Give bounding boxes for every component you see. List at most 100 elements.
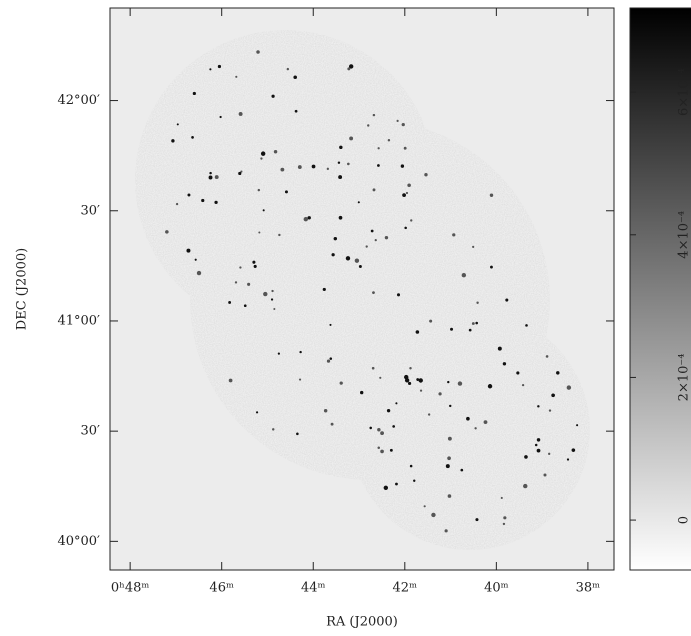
source (551, 393, 555, 398)
source (377, 428, 381, 432)
source (370, 229, 374, 233)
source (257, 188, 261, 192)
source (431, 512, 436, 518)
source (238, 112, 243, 116)
source (383, 485, 389, 490)
source (545, 355, 549, 358)
source (372, 113, 376, 117)
source (371, 366, 375, 370)
source (238, 171, 242, 176)
source (201, 198, 205, 203)
source (471, 322, 475, 325)
y-axis-label: DEC (J2000) (15, 248, 30, 330)
source (165, 230, 169, 234)
source (576, 424, 579, 427)
x-tick-label: 44ᵐ (301, 581, 326, 596)
source (209, 171, 212, 175)
source (405, 191, 409, 195)
source (475, 518, 479, 522)
source (294, 109, 298, 113)
source (262, 209, 265, 212)
source (296, 432, 299, 436)
source (298, 378, 302, 381)
source (396, 293, 401, 297)
sources (165, 50, 579, 533)
field-noise (135, 30, 590, 550)
source (329, 357, 333, 360)
source (384, 235, 389, 240)
source (217, 64, 222, 69)
source (389, 448, 393, 452)
y-tick-label: 30′ (81, 203, 101, 218)
source (418, 378, 423, 383)
source (395, 402, 398, 405)
source (447, 436, 452, 441)
source (505, 298, 509, 302)
source (377, 164, 380, 167)
source (396, 119, 399, 123)
source (326, 167, 329, 170)
source (235, 75, 238, 78)
source (280, 167, 285, 172)
source (548, 452, 551, 456)
source (423, 505, 426, 508)
source (409, 464, 413, 468)
source (278, 233, 281, 237)
source (502, 522, 506, 526)
source (333, 236, 338, 241)
source (277, 352, 280, 355)
source (503, 516, 507, 520)
source (293, 75, 297, 80)
source (476, 301, 479, 304)
source (447, 494, 452, 498)
source (427, 413, 431, 416)
source (271, 94, 275, 98)
source (392, 425, 396, 428)
source (338, 215, 343, 220)
source (322, 287, 326, 292)
source (372, 188, 376, 192)
source (489, 193, 494, 197)
source (395, 482, 398, 486)
source (468, 328, 472, 332)
source (374, 239, 377, 242)
source (176, 123, 179, 126)
source (534, 443, 538, 447)
source (372, 291, 375, 295)
source (536, 448, 541, 453)
source (331, 253, 335, 257)
source (286, 67, 290, 71)
source (303, 216, 308, 222)
source (358, 265, 362, 269)
source (407, 381, 412, 386)
source (171, 139, 175, 143)
source (329, 323, 332, 326)
colorbar (629, 7, 691, 571)
source (273, 307, 276, 310)
x-tick-label: 0ʰ48ᵐ (111, 581, 149, 596)
y-tick-label: 30′ (81, 424, 101, 439)
source (556, 371, 560, 375)
source (192, 91, 196, 96)
source (239, 266, 242, 269)
source (360, 390, 364, 395)
source (490, 265, 493, 269)
source (345, 256, 351, 261)
source (407, 183, 411, 188)
source (367, 124, 370, 127)
source (536, 438, 541, 442)
source (543, 473, 547, 477)
source (243, 304, 247, 308)
source (566, 385, 572, 390)
colorbar-tick-label: 0 (677, 516, 691, 524)
source (416, 378, 420, 381)
source (500, 496, 503, 500)
source (377, 446, 380, 450)
y-tick-label: 42°00′ (57, 93, 100, 108)
source (537, 405, 540, 408)
source (419, 389, 423, 392)
source (330, 422, 334, 426)
x-axis-label: RA (J2000) (326, 615, 398, 630)
colorbar-tick-label: 6×10⁻⁴ (677, 68, 691, 116)
source (247, 282, 251, 286)
